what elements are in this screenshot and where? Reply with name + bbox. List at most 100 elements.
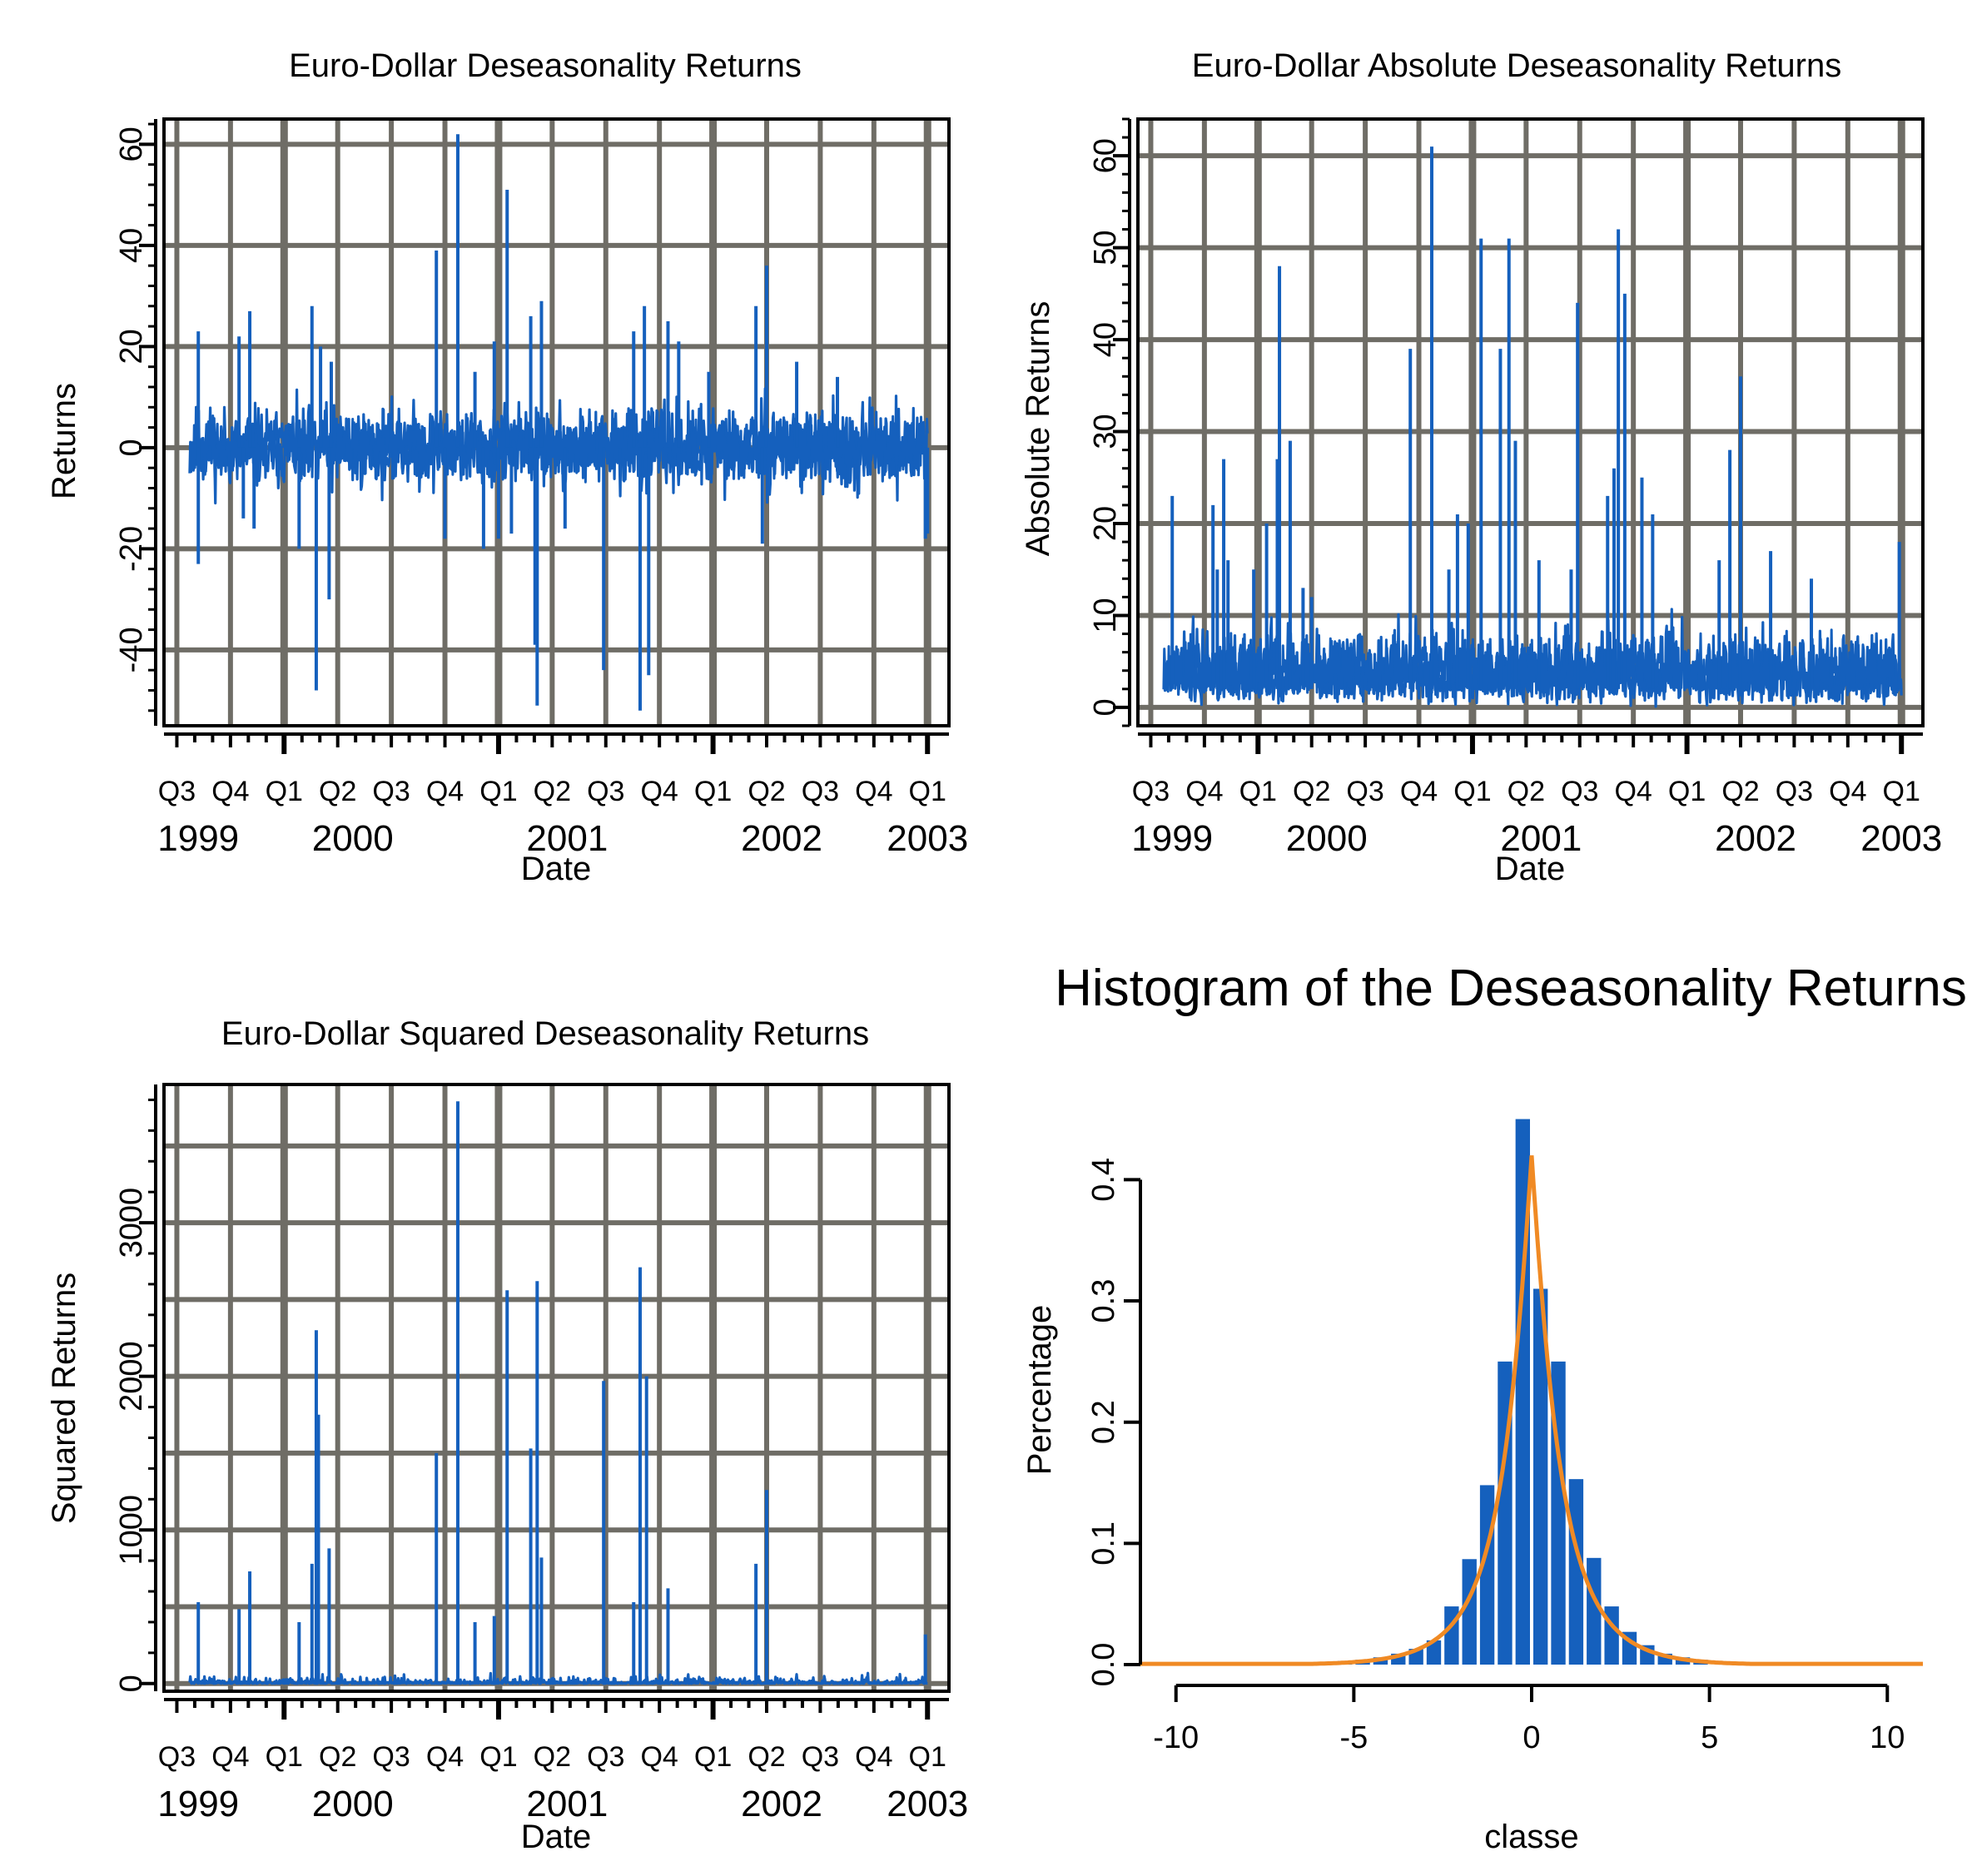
x-tick-label: -5 xyxy=(1339,1720,1368,1755)
series-baseline-2 xyxy=(1162,628,1903,695)
y-tick-label: 60 xyxy=(1088,138,1123,173)
x-quarter-label: Q3 xyxy=(587,776,624,807)
x-quarter-label: Q2 xyxy=(534,776,571,807)
x-quarter-label: Q2 xyxy=(1508,776,1545,807)
histogram-bar xyxy=(1568,1479,1584,1665)
histogram-bar xyxy=(1533,1288,1548,1665)
x-quarter-label: Q4 xyxy=(1400,776,1438,807)
axes xyxy=(148,117,951,736)
x-quarter-label: Q3 xyxy=(802,776,839,807)
x-quarter-label: Q3 xyxy=(372,776,410,807)
y-tick-label: 1000 xyxy=(114,1495,149,1566)
histogram-bar xyxy=(1479,1485,1495,1665)
x-quarter-label: Q1 xyxy=(694,1741,732,1773)
y-tick-label: 2000 xyxy=(114,1341,149,1412)
y-axis-label: Absolute Returns xyxy=(1020,301,1056,557)
x-year-label: 2000 xyxy=(312,1784,394,1824)
x-year-label: 2003 xyxy=(887,818,968,859)
x-quarter-label: Q1 xyxy=(1883,776,1920,807)
y-ticks: 0.0 0.1 0.2 0.3 0.4 xyxy=(1086,1158,1140,1686)
x-year-label: 2003 xyxy=(887,1784,968,1824)
x-tick-label: -10 xyxy=(1153,1720,1199,1755)
y-axis-label: Percentage xyxy=(1021,1305,1058,1476)
x-quarter-label: Q2 xyxy=(748,776,785,807)
x-quarter-label: Q2 xyxy=(319,776,356,807)
x-quarter-label: Q3 xyxy=(372,1741,410,1773)
x-quarter-label: Q1 xyxy=(266,776,303,807)
x-quarter-label: Q4 xyxy=(426,776,464,807)
x-axis-label: Date xyxy=(521,851,592,887)
y-tick-label: 20 xyxy=(1088,506,1123,541)
x-axis-label: Date xyxy=(521,1819,592,1855)
axes xyxy=(1122,117,1925,736)
x-quarter-label: Q1 xyxy=(909,776,946,807)
x-quarter-label: Q1 xyxy=(266,1741,303,1773)
x-year-label: 1999 xyxy=(157,1784,239,1824)
x-quarter-label: Q3 xyxy=(1132,776,1170,807)
series-baseline-2 xyxy=(188,411,929,484)
x-year-label: 2002 xyxy=(741,818,822,859)
x-quarter-label: Q4 xyxy=(855,776,892,807)
x-quarter-label: Q1 xyxy=(909,1741,946,1773)
x-quarter-label: Q4 xyxy=(1829,776,1866,807)
axes xyxy=(148,1083,951,1701)
x-quarter-label: Q4 xyxy=(1614,776,1652,807)
x-ticks: Q3 Q4 Q1 Q2 Q3 Q4 Q1 Q2 Q3 Q4 Q1 Q2 Q3 Q4 Q1 1999 2000 20… xyxy=(1131,734,1942,859)
x-quarter-label: Q3 xyxy=(587,1741,624,1773)
x-year-label: 2001 xyxy=(526,818,608,859)
histogram-bars xyxy=(1338,1119,1708,1665)
x-quarter-label: Q2 xyxy=(319,1741,356,1773)
y-tick-label: 30 xyxy=(1088,414,1123,449)
grid xyxy=(164,119,949,726)
density-line xyxy=(1140,1155,1923,1666)
x-quarter-label: Q3 xyxy=(1561,776,1598,807)
y-tick-label: 0.1 xyxy=(1086,1521,1121,1566)
x-quarter-label: Q3 xyxy=(802,1741,839,1773)
x-quarter-label: Q4 xyxy=(640,1741,678,1773)
x-quarter-label: Q1 xyxy=(479,776,517,807)
y-tick-label: 60 xyxy=(114,127,149,161)
x-quarter-label: Q4 xyxy=(1185,776,1223,807)
x-year-label: 1999 xyxy=(1131,818,1213,859)
x-quarter-label: Q2 xyxy=(748,1741,785,1773)
x-quarter-label: Q4 xyxy=(426,1741,464,1773)
x-year-label: 2000 xyxy=(312,818,394,859)
y-tick-label: 50 xyxy=(1088,230,1123,265)
plot-frame xyxy=(162,117,951,727)
y-ticks: -40 -20 0 20 40 60 xyxy=(114,127,156,672)
series-squared-returns xyxy=(188,1101,929,1685)
histogram-bar xyxy=(1462,1559,1477,1665)
grid xyxy=(164,1084,949,1691)
y-tick-label: 20 xyxy=(114,329,149,364)
y-tick-label: 0.3 xyxy=(1086,1279,1121,1323)
y-tick-label: 40 xyxy=(1088,322,1123,357)
x-tick-label: 5 xyxy=(1701,1720,1718,1755)
plot-frame xyxy=(1136,117,1925,727)
panel-squared-returns: Euro-Dollar Squared Deseasonality Return… xyxy=(46,1015,968,1855)
x-quarter-label: Q1 xyxy=(1668,776,1706,807)
x-quarter-label: Q3 xyxy=(158,776,196,807)
y-ticks: 0 10 20 30 40 50 60 xyxy=(1088,138,1130,716)
y-tick-label: 0 xyxy=(114,439,149,456)
x-axis-label: Date xyxy=(1495,851,1566,887)
x-year-label: 2000 xyxy=(1286,818,1368,859)
y-tick-label: 0 xyxy=(114,1675,149,1692)
panel-absolute-returns: Euro-Dollar Absolute Deseasonality Retur… xyxy=(1020,47,1942,887)
x-ticks: Q3 Q4 Q1 Q2 Q3 Q4 Q1 Q2 Q3 Q4 Q1 Q2 Q3 Q4 Q1 1999 2000 20… xyxy=(157,734,968,859)
chart-title: Euro-Dollar Absolute Deseasonality Retur… xyxy=(1192,47,1841,84)
y-axis-label: Returns xyxy=(46,383,82,499)
x-year-label: 2001 xyxy=(526,1784,608,1824)
panel-histogram: Histogram of the Deseasonality Returns P… xyxy=(1021,960,1967,1855)
chart-title: Histogram of the Deseasonality Returns xyxy=(1055,960,1967,1017)
x-ticks: -10 -5 0 5 10 xyxy=(1153,1685,1905,1755)
x-year-label: 2001 xyxy=(1500,818,1582,859)
grid xyxy=(1138,119,1923,726)
x-axis-label: classe xyxy=(1484,1819,1578,1855)
histogram-bar xyxy=(1426,1640,1442,1665)
x-tick-label: 10 xyxy=(1870,1720,1905,1755)
axes xyxy=(1139,1179,1888,1687)
chart-title: Euro-Dollar Squared Deseasonality Return… xyxy=(221,1015,869,1052)
x-quarter-label: Q1 xyxy=(479,1741,517,1773)
y-tick-label: -20 xyxy=(114,526,149,572)
